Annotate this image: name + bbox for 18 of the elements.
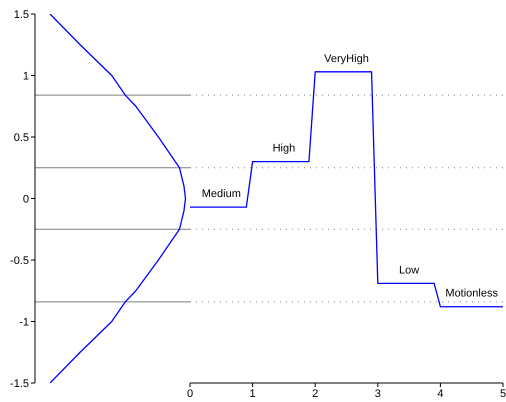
- x-tick-label: 1: [250, 388, 256, 400]
- y-tick-label: -0.5: [10, 254, 29, 267]
- x-tick-label: 0: [186, 388, 194, 400]
- y-tick-label: -1: [19, 316, 29, 328]
- y-tick-label: -1.5: [10, 378, 29, 390]
- y-tick-label: 1.5: [14, 8, 29, 21]
- annotation: Medium: [202, 188, 241, 200]
- annotation: VeryHigh: [324, 52, 369, 65]
- annotation: Low: [399, 264, 420, 276]
- x-tick-label: 3: [374, 388, 381, 400]
- y-tick-label: 0: [22, 193, 29, 206]
- x-tick-label: 4: [437, 388, 444, 400]
- y-tick-label: 0.5: [14, 132, 29, 144]
- annotation: High: [272, 142, 296, 155]
- annotation: Motionless: [445, 288, 498, 300]
- x-tick-label: 2: [312, 388, 318, 400]
- y-tick-label: 1: [22, 70, 29, 82]
- x-tick-label: 5: [500, 388, 506, 400]
